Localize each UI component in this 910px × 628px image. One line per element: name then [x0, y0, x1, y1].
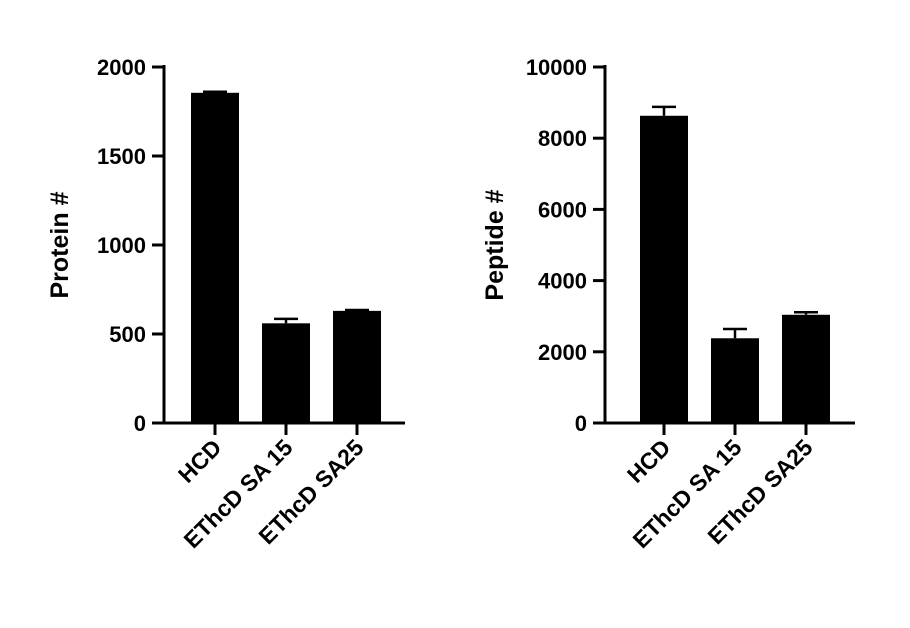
y-tick-label-4: 2000 [97, 55, 146, 80]
bar-1 [191, 92, 239, 423]
y-tick-label-2: 4000 [538, 269, 587, 294]
y-axis-title: Peptide # [481, 189, 509, 300]
y-tick-label-0: 0 [575, 411, 587, 436]
y-axis-title: Protein # [46, 191, 74, 298]
y-tick-label-2: 1000 [97, 233, 146, 258]
y-tick-label-3: 1500 [97, 144, 146, 169]
bar-3 [333, 310, 381, 423]
bar-3 [782, 314, 830, 423]
y-tick-label-5: 10000 [526, 55, 587, 80]
bar-2 [711, 338, 759, 423]
bar-2 [262, 323, 310, 423]
y-tick-label-3: 6000 [538, 197, 587, 222]
y-tick-label-4: 8000 [538, 126, 587, 151]
bar-1 [640, 115, 688, 423]
y-tick-label-0: 0 [134, 411, 146, 436]
y-tick-label-1: 2000 [538, 340, 587, 365]
category-label-1: HCD [173, 434, 227, 488]
category-label-1: HCD [622, 434, 676, 488]
y-tick-label-1: 500 [109, 322, 146, 347]
